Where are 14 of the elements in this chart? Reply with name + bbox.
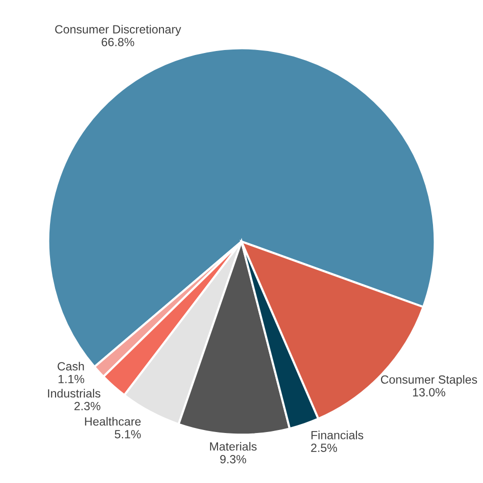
slice-label: Financials — [311, 430, 364, 440]
data-label: 5.1% — [114, 430, 141, 438]
data-label: 1.1% — [58, 374, 84, 384]
data-label: 2.3% — [74, 402, 100, 410]
data-label: 9.3% — [220, 455, 246, 464]
slice-label: Healthcare — [85, 417, 141, 426]
data-label: 66.8% — [102, 38, 134, 46]
slice-label: Materials — [210, 442, 257, 451]
data-label: 13.0% — [413, 388, 446, 396]
slice-label: Cash — [58, 362, 84, 371]
slice-label: Consumer Staples — [380, 375, 478, 386]
data-label: 2.5% — [311, 444, 338, 452]
slice-label: Industrials — [48, 388, 100, 398]
slice-label: Consumer Discretionary — [55, 24, 182, 36]
